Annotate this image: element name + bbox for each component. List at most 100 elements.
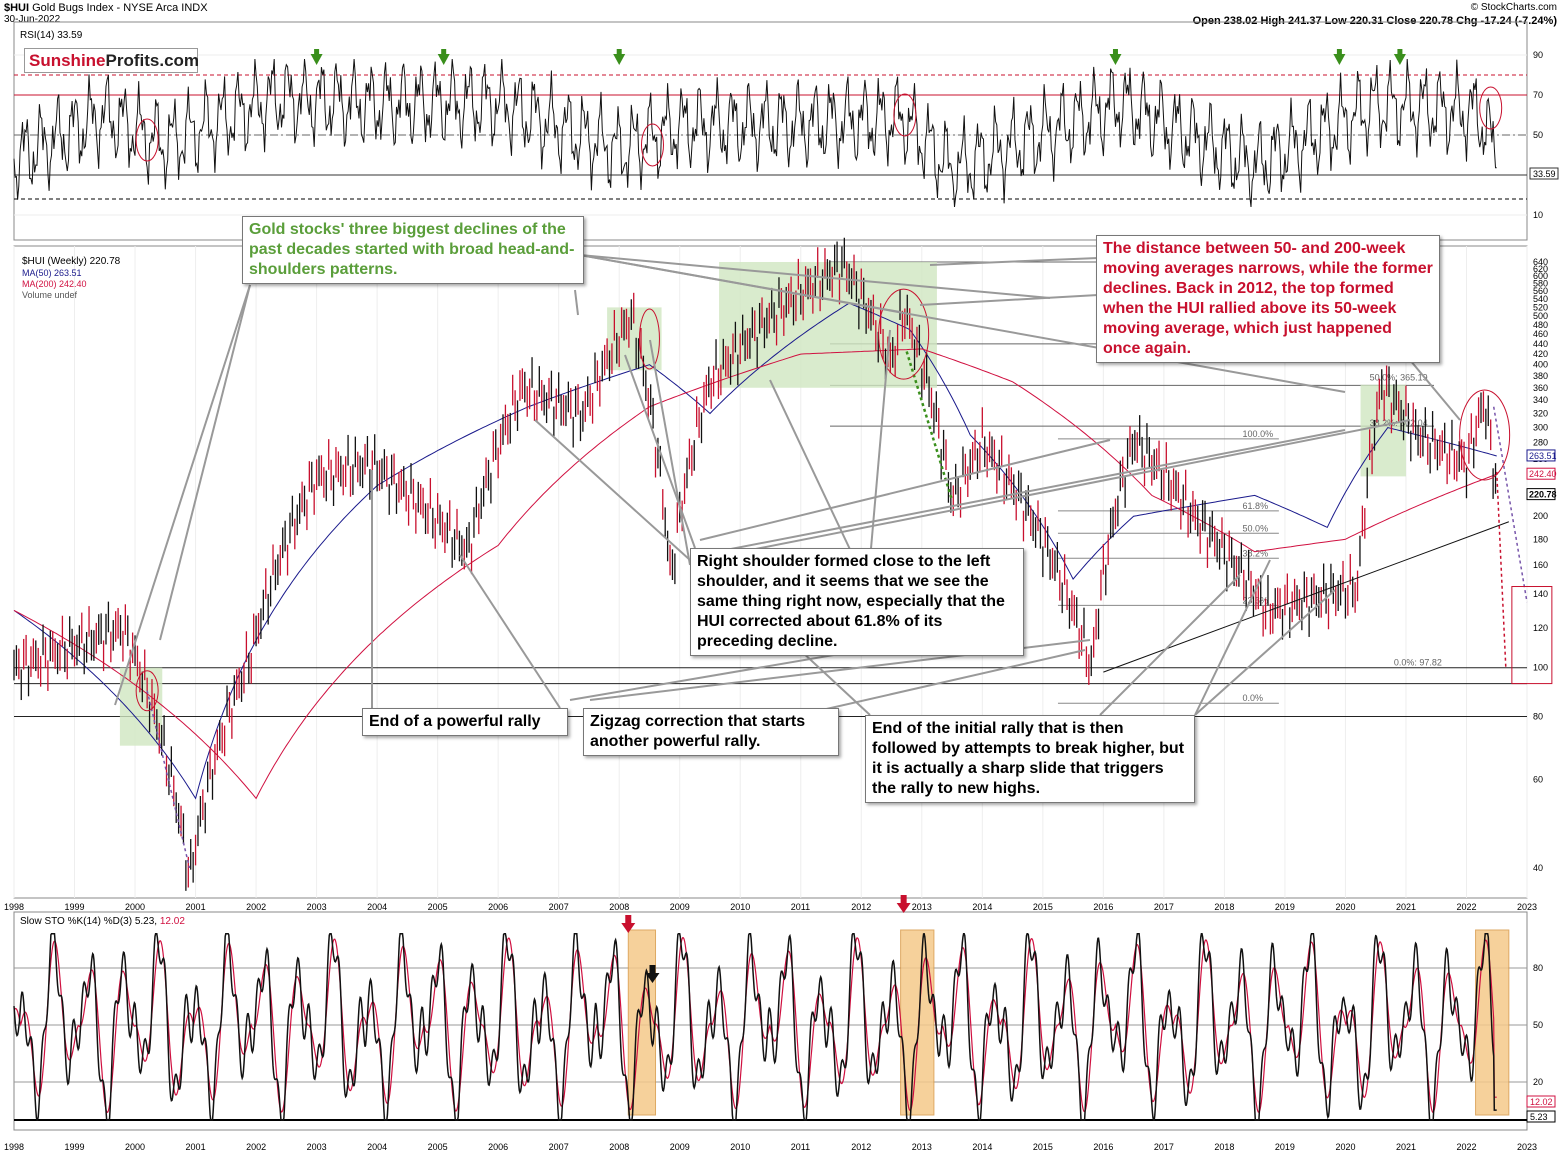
price-badge [1526, 488, 1556, 501]
price-highlight-ellipse [135, 670, 159, 712]
rsi-highlight-ellipse [640, 123, 664, 167]
year-label-bottom: 2021 [1396, 1142, 1416, 1152]
year-label-mid: 1998 [4, 902, 24, 912]
year-label-bottom: 2019 [1275, 1142, 1295, 1152]
chart-source: © StockCharts.com [1470, 2, 1557, 13]
callout-pointer-line [459, 554, 561, 709]
uptrend-line [1103, 521, 1510, 673]
year-label-mid: 2014 [972, 902, 992, 912]
callout-pointer-line [649, 339, 691, 566]
year-label-mid: 2016 [1093, 902, 1113, 912]
price-highlight-ellipse [878, 288, 930, 380]
year-label-mid: 2006 [488, 902, 508, 912]
year-label-bottom: 2023 [1517, 1142, 1537, 1152]
year-label-mid: 2013 [912, 902, 932, 912]
callout-pointer-line [534, 419, 691, 561]
price-tick-label: 360 [1533, 383, 1548, 393]
callout-pointer-line [699, 439, 1111, 541]
rsi-tick-label: 50 [1533, 130, 1543, 140]
fib-level-label: 61.8% [1243, 501, 1269, 511]
year-label-bottom: 2014 [972, 1142, 992, 1152]
year-label-mid: 2015 [1033, 902, 1053, 912]
price-tick-label: 280 [1533, 438, 1548, 448]
price-legend-ma200: MA(200) 242.40 [22, 279, 87, 289]
callout-pointer-line [579, 254, 1051, 299]
callout-pointer-line [799, 649, 871, 716]
arrow-stem [900, 895, 907, 903]
sto-badge [1526, 1110, 1556, 1123]
green-down-arrow-icon [613, 54, 626, 65]
green-down-arrow-icon [437, 54, 450, 65]
arrow-stem [625, 915, 632, 923]
year-label-bottom: 2010 [730, 1142, 750, 1152]
green-arrow-stem [1397, 49, 1403, 55]
rsi-tick-label: 90 [1533, 50, 1543, 60]
year-label-bottom: 2007 [549, 1142, 569, 1152]
year-label-mid: 2008 [609, 902, 629, 912]
price-tick-label: 320 [1533, 409, 1548, 419]
sto-badge [1526, 1095, 1556, 1108]
price-tick-label: 380 [1533, 371, 1548, 381]
price-tick-label: 120 [1533, 623, 1548, 633]
callout-pointer-line [579, 254, 901, 313]
right-shoulder-note: Right shoulder formed close to the left … [690, 548, 1024, 656]
down-arrow-icon [621, 923, 636, 933]
initial-rally-note: End of the initial rally that is then fo… [865, 715, 1195, 803]
price-tick-label: 580 [1533, 279, 1548, 289]
end-of-rally-note: End of a powerful rally [362, 708, 568, 736]
callout-pointer-line [1099, 574, 1241, 716]
sto-tick-label: 50 [1533, 1020, 1543, 1030]
red-projection-line [1495, 471, 1507, 668]
year-label-bottom: 2006 [488, 1142, 508, 1152]
sto-highlight-box [627, 929, 657, 1116]
sto-badge-value: 5.23 [1530, 1112, 1548, 1122]
price-tick-label: 80 [1533, 712, 1543, 722]
price-tick-label: 300 [1533, 423, 1548, 433]
callout-pointer-line [699, 429, 1346, 556]
sto-tick-label: 20 [1533, 1077, 1543, 1087]
year-label-mid: 2002 [246, 902, 266, 912]
year-label-mid: 2000 [125, 902, 145, 912]
price-tick-label: 440 [1533, 339, 1548, 349]
year-label-bottom: 2018 [1214, 1142, 1234, 1152]
ma200-line [13, 348, 1497, 800]
price-tick-label: 520 [1533, 302, 1548, 312]
year-label-bottom: 2015 [1033, 1142, 1053, 1152]
sunshine-profits-logo: SunshineProfits.com [24, 48, 199, 73]
year-label-mid: 2003 [307, 902, 327, 912]
price-tick-label: 620 [1533, 264, 1548, 274]
green-arrow-stem [441, 49, 447, 55]
year-label-mid: 2019 [1275, 902, 1295, 912]
price-tick-label: 600 [1533, 271, 1548, 281]
year-label-bottom: 2013 [912, 1142, 932, 1152]
price-legend-ma50: MA(50) 263.51 [22, 268, 82, 278]
price-tick-label: 420 [1533, 349, 1548, 359]
moving-averages-note: The distance between 50- and 200-week mo… [1096, 235, 1440, 363]
callout-pointer-line [929, 257, 1099, 266]
year-label-mid: 2017 [1154, 902, 1174, 912]
price-tick-label: 100 [1533, 663, 1548, 673]
year-label-bottom: 2017 [1154, 1142, 1174, 1152]
green-decline-line [905, 351, 954, 501]
rsi-current-badge [1529, 167, 1559, 180]
price-highlight-ellipse [638, 308, 660, 370]
year-label-bottom: 2005 [428, 1142, 448, 1152]
rsi-label: RSI(14) 33.59 [20, 30, 83, 41]
price-badge-value: 263.51 [1529, 451, 1557, 461]
price-tick-label: 160 [1533, 560, 1548, 570]
year-label-mid: 2023 [1517, 902, 1537, 912]
price-tick-label: 540 [1533, 294, 1548, 304]
zigzag-note: Zigzag correction that starts another po… [583, 708, 839, 756]
fib-level-label: 0.0% [1243, 693, 1264, 703]
year-label-bottom: 2001 [186, 1142, 206, 1152]
chart-name: Gold Bugs Index - NYSE Arca INDX [32, 2, 208, 14]
year-label-bottom: 2009 [670, 1142, 690, 1152]
callout-pointer-line [769, 379, 856, 561]
callout-pointer-line [919, 294, 1099, 306]
year-label-bottom: 2016 [1093, 1142, 1113, 1152]
green-down-arrow-icon [1333, 54, 1346, 65]
sto-panel-frame [13, 911, 1528, 1131]
rsi-current-value: 33.59 [1533, 169, 1556, 179]
year-label-bottom: 2022 [1456, 1142, 1476, 1152]
